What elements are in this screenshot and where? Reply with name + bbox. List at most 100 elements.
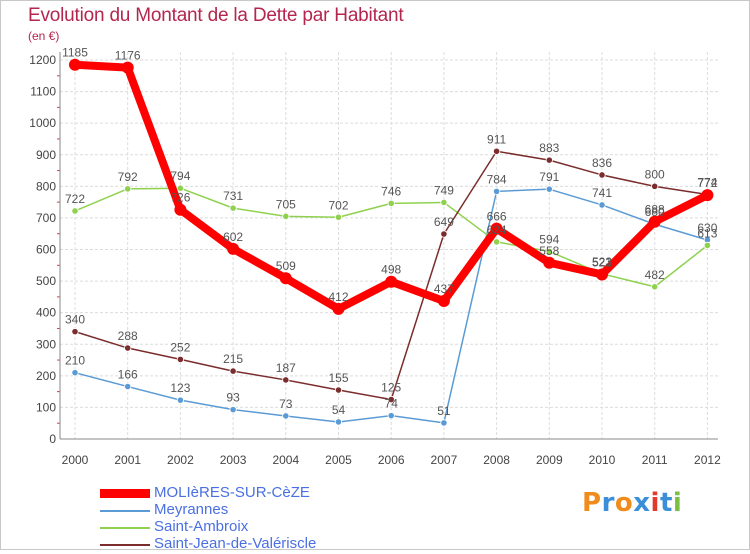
data-point <box>124 382 132 391</box>
y-tick-label: 0 <box>49 432 56 446</box>
x-tick-label: 2002 <box>167 453 194 467</box>
data-point <box>385 275 398 288</box>
x-tick-label: 2000 <box>62 453 89 467</box>
y-tick-label: 900 <box>36 148 56 162</box>
y-tick-label: 1100 <box>30 85 56 99</box>
data-point <box>492 147 501 155</box>
data-point <box>440 230 448 238</box>
data-label: 51 <box>437 404 451 418</box>
x-tick-label: 2006 <box>378 453 405 467</box>
data-label: 594 <box>539 232 559 246</box>
data-label: 649 <box>434 215 454 229</box>
legend-label-saint-jean: Saint-Jean-de-Valériscle <box>154 535 317 552</box>
x-tick-label: 2009 <box>536 453 563 467</box>
data-point <box>440 198 448 207</box>
data-label: 509 <box>276 259 296 273</box>
data-label: 437 <box>434 282 454 296</box>
x-tick-label: 2012 <box>694 453 721 467</box>
x-tick-label: 2011 <box>642 453 668 467</box>
data-label: 125 <box>381 381 401 395</box>
data-point <box>334 213 343 221</box>
y-tick-label: 200 <box>36 369 56 383</box>
data-label: 1185 <box>62 46 88 60</box>
y-tick-label: 500 <box>36 274 56 288</box>
data-point <box>703 241 712 249</box>
data-label: 792 <box>118 170 138 184</box>
y-tick-label: 100 <box>36 400 56 414</box>
data-point <box>440 419 448 427</box>
data-point <box>387 412 395 420</box>
data-label: 558 <box>539 244 559 258</box>
data-label: 680 <box>645 205 665 219</box>
data-point <box>229 204 237 212</box>
legend-swatch-meyrannes <box>100 510 150 512</box>
data-point <box>176 396 184 404</box>
data-point <box>437 294 450 307</box>
data-label: 613 <box>697 226 717 240</box>
data-point <box>648 215 661 228</box>
data-label: 630 <box>697 221 717 235</box>
data-label: 74 <box>385 397 399 411</box>
x-tick-label: 2003 <box>220 453 247 467</box>
data-label: 166 <box>118 368 138 382</box>
data-label: 215 <box>223 352 243 366</box>
data-label: 54 <box>332 403 346 417</box>
proxiti-logo: Proxiti <box>582 488 683 518</box>
data-point <box>490 222 503 235</box>
plot-area <box>60 52 718 439</box>
data-point <box>651 283 659 291</box>
data-point <box>279 272 292 285</box>
data-point <box>227 242 240 255</box>
data-label: 123 <box>170 381 190 395</box>
data-point <box>492 187 501 195</box>
data-point <box>543 256 556 269</box>
data-point <box>334 418 343 426</box>
data-point <box>334 386 343 394</box>
y-tick-label: 700 <box>36 211 56 225</box>
data-label: 187 <box>276 361 296 375</box>
x-tick-label: 2008 <box>483 453 510 467</box>
data-point <box>176 184 184 192</box>
data-point <box>174 203 187 216</box>
data-label: 791 <box>539 170 559 184</box>
data-label: 666 <box>487 210 507 224</box>
x-tick-label: 2005 <box>325 453 352 467</box>
data-point <box>387 395 395 404</box>
data-point <box>124 344 132 352</box>
data-point <box>176 355 184 364</box>
data-point <box>282 412 290 420</box>
data-label: 746 <box>381 184 401 198</box>
x-tick-label: 2001 <box>114 453 141 467</box>
data-label: 210 <box>65 354 85 368</box>
data-label: 340 <box>65 313 85 327</box>
y-tick-label: 400 <box>36 306 56 320</box>
data-label: 784 <box>487 172 507 186</box>
data-point <box>598 201 606 209</box>
data-label: 498 <box>381 263 401 277</box>
legend-label-molieres: MOLIèRES-SUR-CèZE <box>154 484 310 501</box>
data-label: 482 <box>645 268 665 282</box>
data-point <box>229 406 237 414</box>
chart-title: Evolution du Montant de la Dette par Hab… <box>28 5 404 26</box>
data-point <box>282 212 290 220</box>
x-tick-label: 2004 <box>272 453 299 467</box>
data-point <box>69 58 81 71</box>
data-label: 836 <box>592 156 612 170</box>
data-label: 412 <box>328 290 348 304</box>
y-tick-label: 1200 <box>29 53 56 67</box>
data-label: 288 <box>118 329 138 343</box>
data-label: 731 <box>223 189 243 203</box>
data-label: 794 <box>170 169 190 183</box>
data-label: 1176 <box>115 49 141 63</box>
legend-swatch-saint-ambroix <box>100 527 150 529</box>
data-label: 155 <box>328 371 348 385</box>
data-label: 911 <box>487 132 506 146</box>
data-label: 774 <box>697 176 717 190</box>
y-tick-label: 600 <box>36 243 56 257</box>
x-tick-label: 2010 <box>589 453 616 467</box>
data-label: 523 <box>592 255 612 269</box>
data-label: 602 <box>223 230 243 244</box>
data-point <box>229 367 237 375</box>
data-label: 702 <box>328 198 348 212</box>
data-label: 800 <box>645 167 665 181</box>
